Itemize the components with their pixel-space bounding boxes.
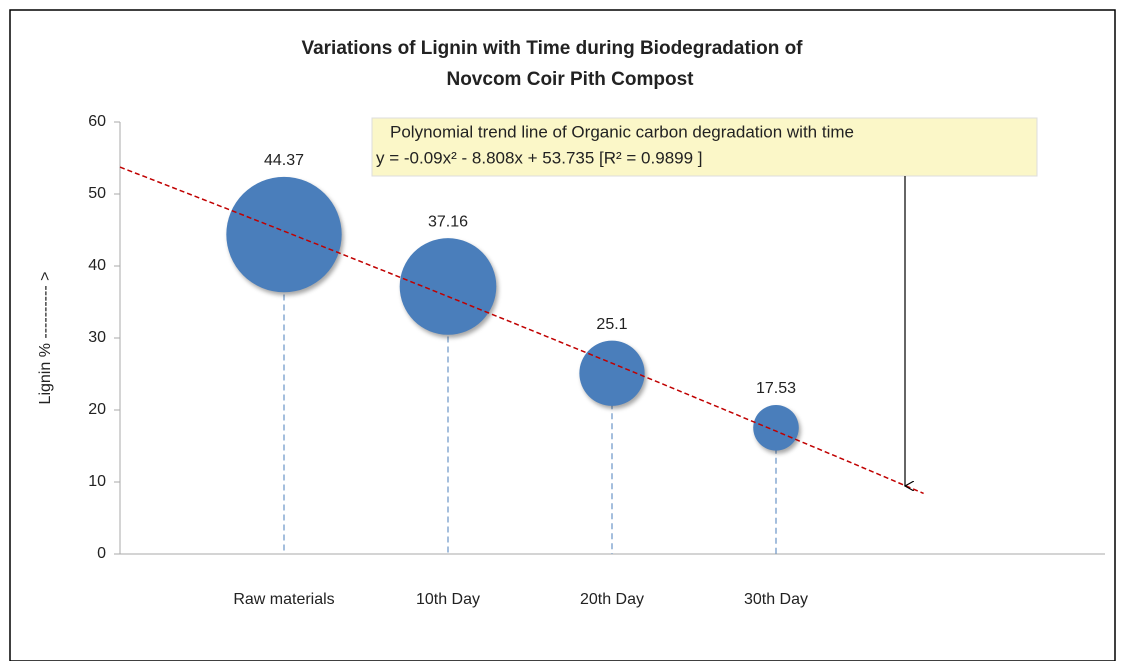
annotation-box <box>371 117 1038 177</box>
data-label: 17.53 <box>756 380 796 397</box>
annotation: y = -0.09x² - 8.808x + 53.735 [R² = 0.98… <box>376 148 703 167</box>
x-tick-label: Raw materials <box>233 591 334 608</box>
trend-line <box>119 166 924 495</box>
chart-title: Novcom Coir Pith Compost <box>446 69 694 90</box>
y-tick-label: 20 <box>88 401 106 418</box>
annotation: Polynomial trend line of Organic carbon … <box>390 122 854 141</box>
y-tick-label: 10 <box>88 473 106 490</box>
bubble <box>753 404 799 451</box>
x-tick-label: 20th Day <box>580 591 644 608</box>
data-label: 37.16 <box>428 213 468 230</box>
x-tick-label: 10th Day <box>416 591 480 608</box>
bubble <box>399 238 497 335</box>
data-label: 25.1 <box>596 316 627 333</box>
y-tick-label: 0 <box>97 545 106 562</box>
y-tick-label: 30 <box>88 329 106 346</box>
data-label: 44.37 <box>264 152 304 169</box>
y-axis-label: Lignin % ---------- > <box>37 272 54 405</box>
chart-title: Variations of Lignin with Time during Bi… <box>301 38 803 59</box>
x-tick-label: 30th Day <box>744 591 808 608</box>
y-tick-label: 60 <box>88 113 106 130</box>
bubble <box>226 176 342 293</box>
frame <box>9 9 1116 661</box>
y-tick-label: 40 <box>88 257 106 274</box>
y-tick-label: 50 <box>88 185 106 202</box>
